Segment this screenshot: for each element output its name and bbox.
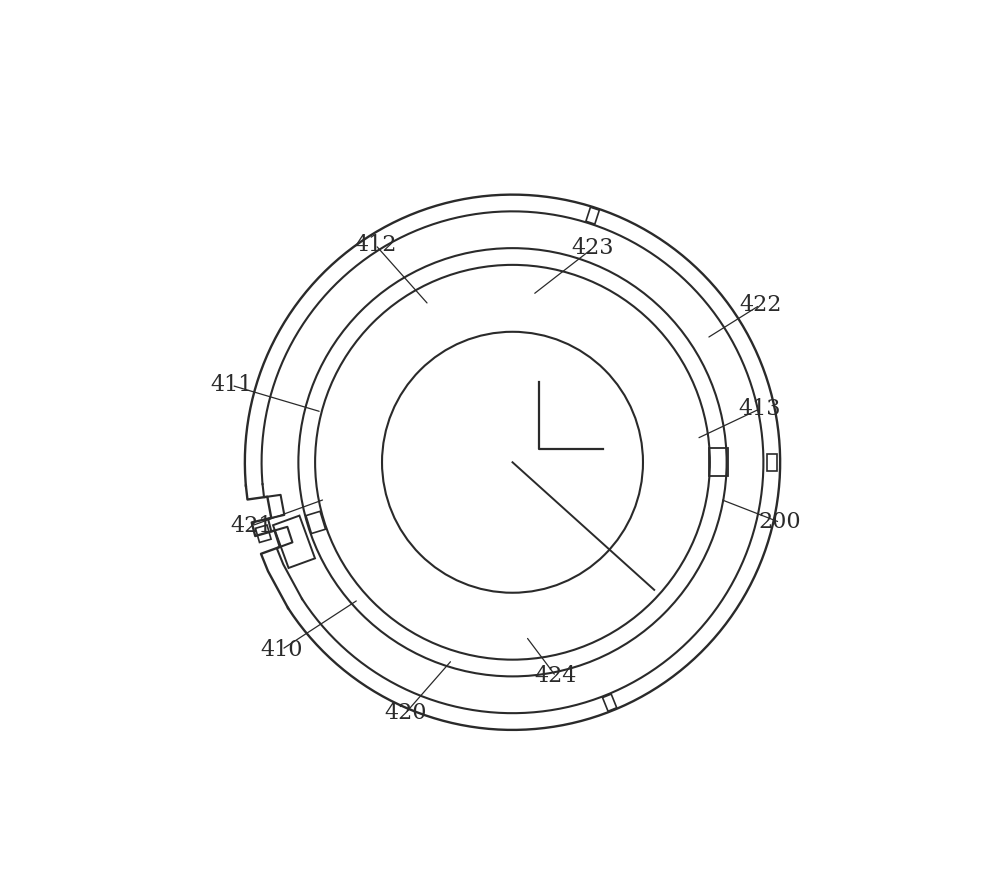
Text: 200: 200 <box>759 512 801 534</box>
Text: 424: 424 <box>535 666 577 687</box>
Text: 412: 412 <box>354 234 397 255</box>
Text: 420: 420 <box>384 702 427 724</box>
Text: 423: 423 <box>572 237 614 259</box>
Text: 422: 422 <box>739 294 781 316</box>
Text: 413: 413 <box>739 398 781 420</box>
Text: 411: 411 <box>210 375 253 396</box>
Text: 410: 410 <box>260 639 303 660</box>
Text: 421: 421 <box>230 514 273 537</box>
